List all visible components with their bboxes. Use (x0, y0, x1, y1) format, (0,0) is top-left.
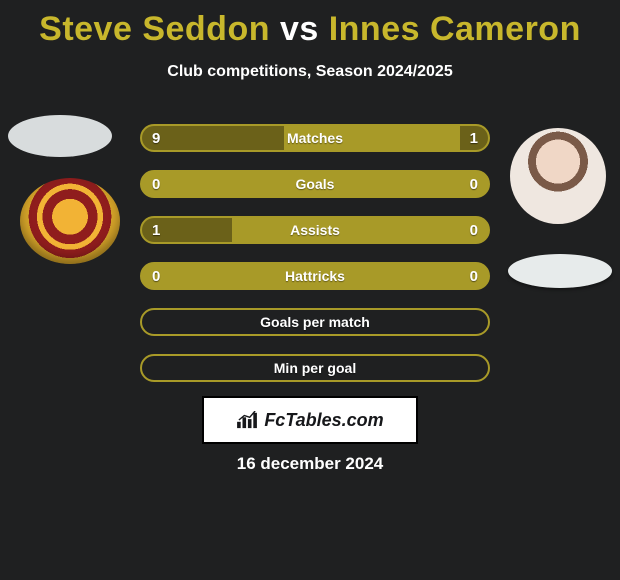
player1-club-badge (20, 178, 120, 264)
stat-value-right: 0 (460, 172, 488, 196)
brand-text: FcTables.com (264, 410, 383, 431)
stat-value-right: 0 (460, 218, 488, 242)
page-title: Steve Seddon vs Innes Cameron (0, 0, 620, 49)
title-vs: vs (280, 10, 319, 48)
stat-label: Goals per match (142, 310, 488, 334)
stat-value-left: 1 (142, 218, 170, 242)
stat-value-right: 1 (460, 126, 488, 150)
date-text: 16 december 2024 (0, 454, 620, 474)
stat-label: Hattricks (142, 264, 488, 288)
stat-value-right: 0 (460, 264, 488, 288)
stat-label: Goals (142, 172, 488, 196)
stat-value-left: 0 (142, 172, 170, 196)
brand-chart-icon (236, 411, 258, 429)
player2-avatar (510, 128, 606, 224)
title-player1: Steve Seddon (39, 10, 270, 48)
stat-row: Matches9 1 (140, 124, 490, 152)
stat-label: Min per goal (142, 356, 488, 380)
comparison-bars: Matches91Goals00Assists10Hattricks00Goal… (140, 124, 490, 400)
stat-row: Goals per match (140, 308, 490, 336)
stat-row: Hattricks0 0 (140, 262, 490, 290)
stat-value-left: 9 (142, 126, 170, 150)
stat-row: Assists1 0 (140, 216, 490, 244)
stat-row: Min per goal (140, 354, 490, 382)
brand-box: FcTables.com (202, 396, 418, 444)
title-player2: Innes Cameron (329, 10, 581, 48)
subtitle: Club competitions, Season 2024/2025 (0, 63, 620, 81)
stat-row: Goals0 0 (140, 170, 490, 198)
stat-value-left: 0 (142, 264, 170, 288)
player2-club-badge-placeholder (508, 254, 612, 288)
stat-label: Matches (142, 126, 488, 150)
stat-label: Assists (142, 218, 488, 242)
player1-avatar-placeholder (8, 115, 112, 157)
